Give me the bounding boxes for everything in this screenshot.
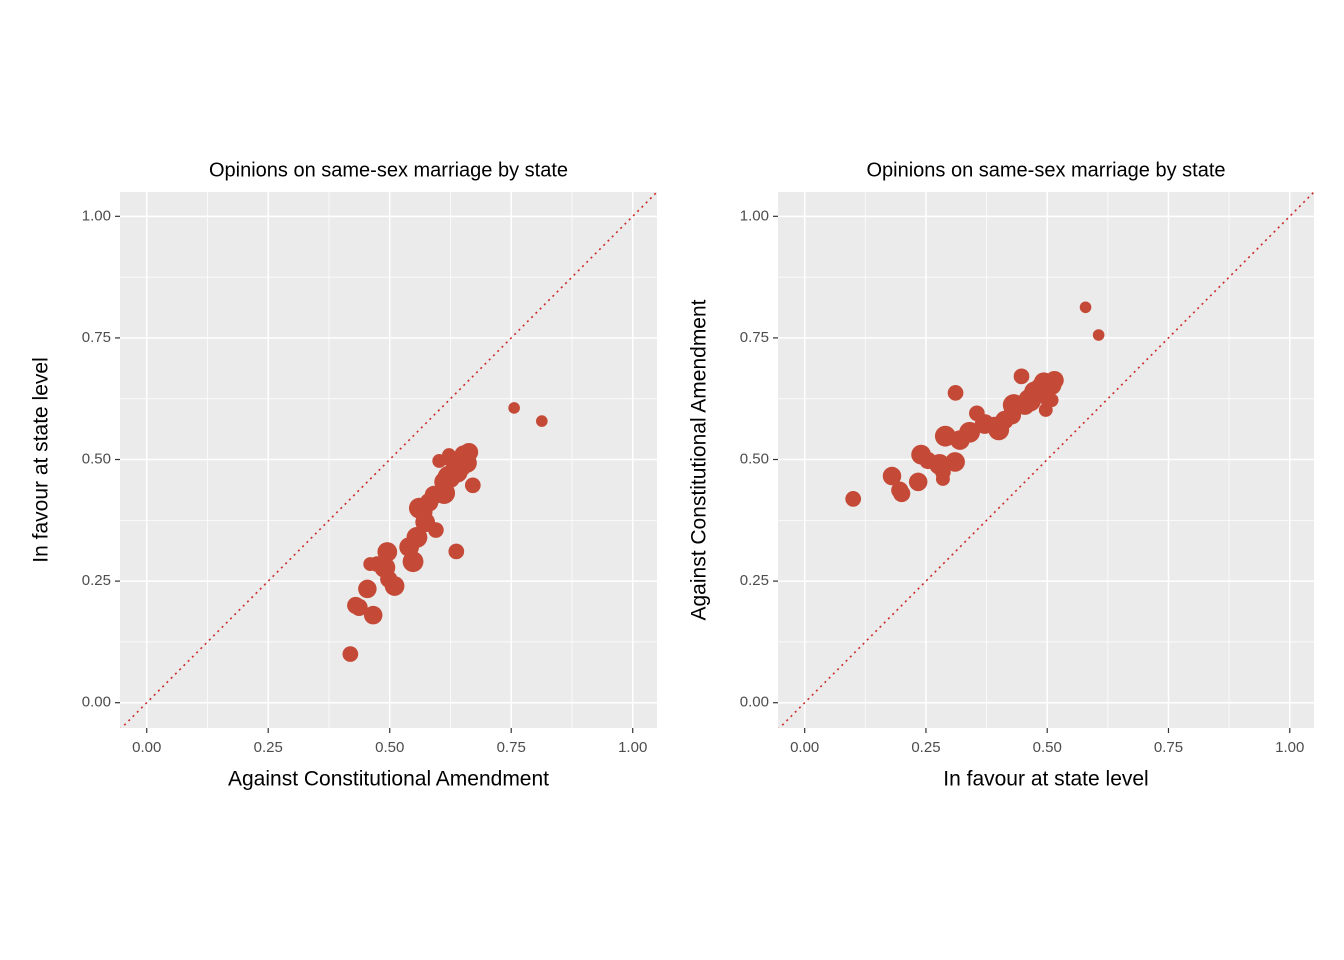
- x-tick-label: 0.50: [375, 739, 404, 756]
- point: [347, 596, 365, 615]
- point: [947, 385, 964, 401]
- y-tick-label: 0.75: [82, 329, 111, 346]
- point: [1038, 402, 1053, 417]
- point: [882, 466, 902, 486]
- point: [459, 442, 479, 462]
- y-tick-label: 0.50: [740, 450, 769, 467]
- point: [908, 472, 928, 492]
- point: [536, 415, 548, 427]
- x-tick-label: 0.75: [497, 739, 526, 756]
- point: [1045, 370, 1064, 390]
- chart-panel: 0.00 0.25 0.50 0.75 1.00 0.00 0.25 0.50 0.75 1.00…: [30, 159, 657, 791]
- point: [448, 543, 465, 560]
- x-axis-label: Against Constitutional Amendment: [228, 768, 549, 791]
- point: [1079, 301, 1092, 314]
- point: [363, 557, 378, 572]
- point: [845, 491, 862, 507]
- point: [342, 646, 359, 662]
- point: [508, 402, 520, 414]
- x-tick-label: 0.50: [1033, 739, 1062, 756]
- point: [363, 605, 383, 625]
- y-tick-label: 1.00: [82, 207, 111, 224]
- point: [464, 477, 481, 494]
- point: [406, 526, 428, 548]
- reference-line: [120, 192, 657, 728]
- x-tick-label: 0.25: [911, 739, 940, 756]
- point: [959, 421, 981, 443]
- x-tick-label: 0.00: [132, 739, 161, 756]
- x-tick-label: 1.00: [1275, 739, 1304, 756]
- point: [893, 484, 911, 503]
- point: [1092, 329, 1105, 341]
- point: [377, 542, 398, 562]
- y-tick-label: 0.25: [740, 572, 769, 589]
- chart-title: Opinions on same-sex marriage by state: [866, 159, 1225, 181]
- y-tick-label: 1.00: [740, 207, 769, 224]
- chart-panel: 0.00 0.25 0.50 0.75 1.00 0.00 0.25 0.50 0.75 1.00…: [688, 159, 1314, 791]
- point: [935, 472, 950, 486]
- y-axis-label: Against Constitutional Amendment: [688, 299, 711, 620]
- point: [1013, 368, 1030, 385]
- y-tick-label: 0.00: [740, 694, 769, 711]
- x-tick-label: 0.75: [1154, 739, 1183, 756]
- point: [945, 452, 965, 472]
- point: [432, 454, 447, 468]
- y-axis-label: In favour at state level: [30, 357, 53, 562]
- y-tick-label: 0.50: [82, 450, 111, 467]
- reference-line: [778, 192, 1314, 728]
- y-tick-label: 0.75: [740, 329, 769, 346]
- point: [358, 579, 377, 599]
- x-axis-label: In favour at state level: [943, 768, 1148, 791]
- y-tick-label: 0.00: [82, 694, 111, 711]
- x-tick-label: 0.00: [790, 739, 819, 756]
- y-tick-label: 0.25: [82, 572, 111, 589]
- chart-title: Opinions on same-sex marriage by state: [209, 159, 568, 181]
- x-tick-label: 0.25: [254, 739, 283, 756]
- x-tick-label: 1.00: [618, 739, 647, 756]
